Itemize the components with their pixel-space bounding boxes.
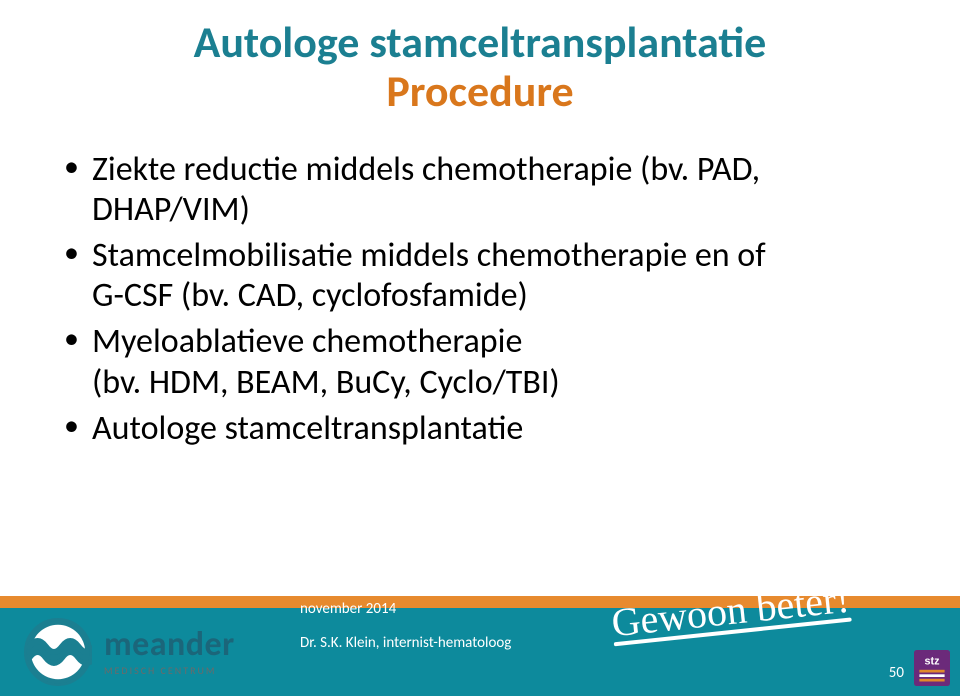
slide-number: 50 xyxy=(889,664,904,682)
list-item: Autologe stamceltransplantatie xyxy=(60,409,900,449)
bullet-text-cont: (bv. HDM, BEAM, BuCy, Cyclo/TBI) xyxy=(92,363,900,403)
bullet-text: Ziekte reductie middels chemotherapie (b… xyxy=(92,150,900,190)
meander-logo-icon xyxy=(24,618,92,686)
logo-subtitle: MEDISCH CENTRUM xyxy=(104,666,235,676)
bullet-text: Stamcelmobilisatie middels chemotherapie… xyxy=(92,236,900,276)
content-area: Ziekte reductie middels chemotherapie (b… xyxy=(60,150,900,455)
list-item: Ziekte reductie middels chemotherapie (b… xyxy=(60,150,900,230)
bullet-text-cont: G-CSF (bv. CAD, cyclofosfamide) xyxy=(92,276,900,316)
footer-text-block: november 2014 Dr. S.K. Klein, internist-… xyxy=(300,600,511,652)
list-item: Stamcelmobilisatie middels chemotherapie… xyxy=(60,236,900,316)
bullet-text: Autologe stamceltransplantatie xyxy=(92,409,900,449)
bullet-list: Ziekte reductie middels chemotherapie (b… xyxy=(60,150,900,449)
footer-author: Dr. S.K. Klein, internist-hematoloog xyxy=(300,634,511,652)
stz-text: stz xyxy=(925,655,940,667)
stz-badge-icon: stz xyxy=(914,650,950,686)
footer-date: november 2014 xyxy=(300,600,511,618)
meander-logo: meander MEDISCH CENTRUM xyxy=(24,618,235,686)
logo-text: meander MEDISCH CENTRUM xyxy=(104,628,235,676)
bullet-text: Myeloablatieve chemotherapie xyxy=(92,322,900,362)
logo-word: meander xyxy=(104,628,235,662)
title-line2: Procedure xyxy=(60,67,900,116)
slide: Autologe stamceltransplantatie Procedure… xyxy=(0,0,960,696)
title-block: Autologe stamceltransplantatie Procedure xyxy=(60,18,900,117)
bullet-text-cont: DHAP/VIM) xyxy=(92,190,900,230)
title-line1: Autologe stamceltransplantatie xyxy=(60,18,900,67)
list-item: Myeloablatieve chemotherapie (bv. HDM, B… xyxy=(60,322,900,402)
footer: meander MEDISCH CENTRUM november 2014 Dr… xyxy=(0,576,960,696)
